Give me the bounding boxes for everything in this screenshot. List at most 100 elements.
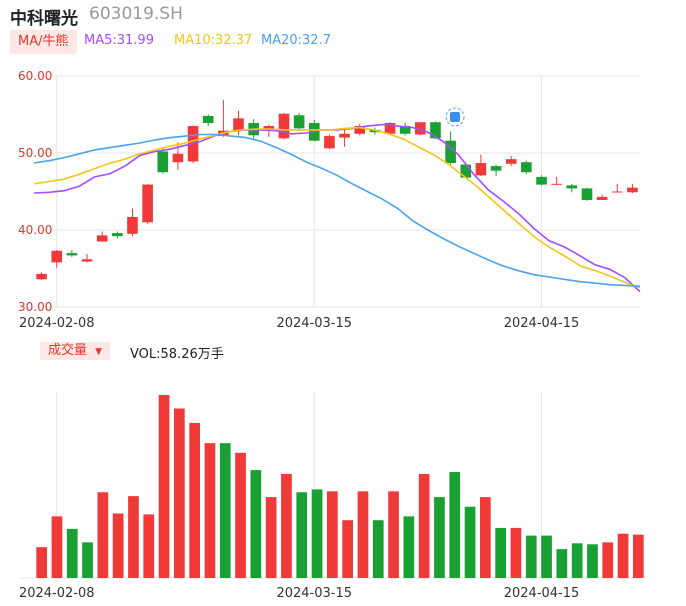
candle-body xyxy=(36,273,47,280)
candle-body xyxy=(521,162,532,173)
ma20-line xyxy=(33,133,641,287)
volume-bar xyxy=(281,473,292,578)
candle-body xyxy=(157,151,169,173)
volume-bar xyxy=(173,408,185,578)
candle-body xyxy=(536,176,547,185)
candle-body xyxy=(460,164,472,178)
candle-body xyxy=(551,183,562,185)
x-tick-label: 2024-04-15 xyxy=(504,586,580,601)
ma10-line xyxy=(33,126,641,289)
candle-body xyxy=(354,126,366,134)
volume-indicator-selector[interactable]: 成交量 ▼ xyxy=(40,342,111,360)
candle-body xyxy=(627,187,638,193)
volume-bar xyxy=(219,443,231,578)
volume-value: VOL:58.26万手 xyxy=(130,347,224,362)
event-marker-ring xyxy=(445,107,465,127)
volume-bar xyxy=(51,516,63,578)
volume-bar xyxy=(495,527,507,578)
stock-name: 中科曙光 xyxy=(10,9,78,29)
volume-bar xyxy=(632,534,644,578)
volume-bar xyxy=(250,470,262,578)
stock-code: 603019.SH xyxy=(89,4,183,24)
volume-bar xyxy=(464,506,476,578)
volume-bar xyxy=(525,535,537,578)
volume-bar xyxy=(82,542,93,578)
ma20-value: MA20:32.7 xyxy=(261,33,331,48)
candle-body xyxy=(202,116,214,123)
dropdown-triangle-icon: ▼ xyxy=(95,347,103,357)
candle-body xyxy=(127,216,138,234)
ma-indicator-selector[interactable]: MA/牛熊 xyxy=(10,30,77,54)
volume-bar xyxy=(143,514,155,578)
candle-body xyxy=(233,118,244,131)
candle-body xyxy=(596,196,608,200)
volume-bar xyxy=(571,543,583,578)
volume-bar xyxy=(265,497,277,578)
volume-bar xyxy=(418,473,430,578)
volume-bar xyxy=(128,496,139,578)
candle-body xyxy=(581,188,593,200)
volume-bar xyxy=(403,516,415,578)
x-tick-label: 2024-02-08 xyxy=(19,316,95,331)
volume-bar xyxy=(510,527,522,578)
volume-bar xyxy=(204,443,216,578)
candle-body xyxy=(278,113,290,139)
candle-body xyxy=(490,166,502,171)
volume-bar xyxy=(189,422,201,578)
candle-body xyxy=(430,122,441,139)
x-tick-label: 2024-03-15 xyxy=(276,586,352,601)
volume-bar xyxy=(587,544,598,578)
candle-body xyxy=(445,140,456,164)
y-tick-label: 50.00 xyxy=(18,146,52,160)
volume-label: 成交量 xyxy=(48,343,88,358)
volume-bar xyxy=(602,542,614,578)
candle-body xyxy=(369,129,381,133)
candle-body xyxy=(384,122,396,134)
ma5-line xyxy=(33,123,641,293)
candle-body xyxy=(112,233,123,237)
volume-bar xyxy=(158,395,170,578)
volume-bar xyxy=(357,491,369,578)
volume-bar xyxy=(342,520,354,578)
event-marker-icon xyxy=(450,112,460,122)
volume-bar xyxy=(235,452,246,578)
volume-bar xyxy=(296,492,308,578)
volume-bar xyxy=(36,547,48,578)
volume-bar xyxy=(97,492,109,578)
candle-body xyxy=(415,122,426,135)
ma5-value: MA5:31.99 xyxy=(84,33,154,48)
candle-body xyxy=(324,136,335,149)
candle-body xyxy=(66,253,78,256)
candle-body xyxy=(339,133,350,138)
candle-body xyxy=(611,191,623,193)
volume-bar xyxy=(112,513,124,578)
x-tick-label: 2024-02-08 xyxy=(19,586,95,601)
candle-body xyxy=(505,159,517,164)
volume-bar xyxy=(617,533,629,578)
candle-body xyxy=(142,184,153,223)
volume-bar xyxy=(479,497,491,578)
volume-bar xyxy=(66,528,78,578)
x-tick-label: 2024-03-15 xyxy=(276,316,352,331)
y-tick-label: 60.00 xyxy=(18,69,52,83)
volume-bar xyxy=(372,520,384,578)
volume-bar xyxy=(388,491,399,578)
candle-body xyxy=(293,115,305,129)
candle-body xyxy=(399,126,411,134)
volume-bar xyxy=(311,489,323,578)
candle-body xyxy=(51,250,63,263)
y-tick-label: 40.00 xyxy=(18,223,52,237)
candle-body xyxy=(172,153,184,163)
volume-bar xyxy=(449,472,461,578)
ma10-value: MA10:32.37 xyxy=(174,33,253,48)
candle-body xyxy=(81,259,93,262)
volume-bar xyxy=(556,549,568,578)
candle-body xyxy=(475,163,487,176)
volume-bar xyxy=(326,491,338,578)
volume-bar xyxy=(541,535,552,578)
volume-bar xyxy=(434,497,445,578)
candle-body xyxy=(566,185,578,189)
candle-body xyxy=(96,235,108,242)
y-tick-label: 30.00 xyxy=(18,300,52,314)
